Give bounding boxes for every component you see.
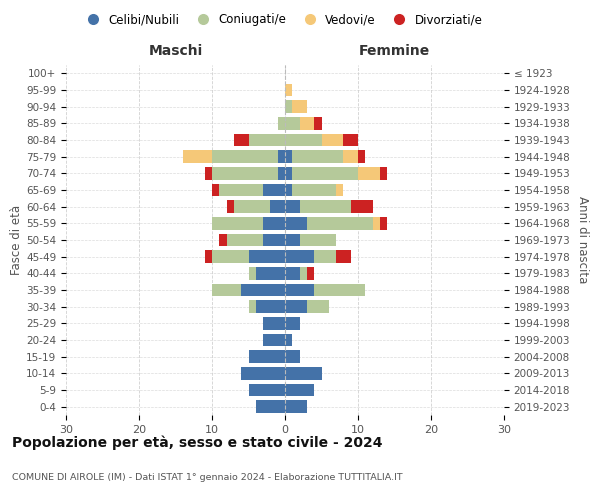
Bar [271, 200, 285, 213]
Bar [220, 234, 227, 246]
Bar [373, 217, 380, 230]
Bar [285, 267, 299, 280]
Bar [292, 150, 343, 163]
Bar [285, 250, 314, 263]
Bar [212, 167, 278, 179]
Bar [292, 167, 358, 179]
Bar [263, 334, 285, 346]
Bar [380, 217, 387, 230]
Bar [307, 267, 314, 280]
Bar [285, 117, 299, 130]
Bar [358, 167, 380, 179]
Bar [248, 250, 285, 263]
Bar [263, 184, 285, 196]
Bar [263, 234, 285, 246]
Bar [285, 150, 292, 163]
Bar [234, 134, 248, 146]
Bar [299, 117, 314, 130]
Bar [285, 134, 322, 146]
Bar [307, 300, 329, 313]
Bar [314, 284, 365, 296]
Bar [285, 184, 292, 196]
Bar [241, 367, 285, 380]
Bar [248, 350, 285, 363]
Bar [278, 150, 285, 163]
Bar [285, 300, 307, 313]
Bar [285, 400, 307, 413]
Bar [299, 267, 307, 280]
Bar [285, 167, 292, 179]
Bar [248, 267, 256, 280]
Bar [292, 100, 307, 113]
Bar [336, 184, 343, 196]
Bar [278, 167, 285, 179]
Bar [212, 284, 241, 296]
Bar [322, 134, 343, 146]
Bar [285, 317, 299, 330]
Bar [343, 134, 358, 146]
Y-axis label: Fasce di età: Fasce di età [10, 205, 23, 275]
Bar [248, 384, 285, 396]
Bar [285, 100, 292, 113]
Y-axis label: Anni di nascita: Anni di nascita [576, 196, 589, 284]
Text: Femmine: Femmine [359, 44, 430, 59]
Bar [212, 217, 263, 230]
Bar [285, 217, 307, 230]
Bar [263, 317, 285, 330]
Text: Maschi: Maschi [148, 44, 203, 59]
Bar [307, 217, 373, 230]
Bar [227, 200, 234, 213]
Bar [256, 400, 285, 413]
Bar [278, 117, 285, 130]
Bar [256, 300, 285, 313]
Bar [292, 184, 336, 196]
Bar [285, 284, 314, 296]
Bar [285, 334, 292, 346]
Bar [336, 250, 351, 263]
Bar [299, 200, 351, 213]
Bar [205, 250, 212, 263]
Bar [285, 84, 292, 96]
Bar [314, 250, 336, 263]
Bar [256, 267, 285, 280]
Bar [220, 184, 263, 196]
Legend: Celibi/Nubili, Coniugati/e, Vedovi/e, Divorziati/e: Celibi/Nubili, Coniugati/e, Vedovi/e, Di… [77, 8, 487, 31]
Bar [205, 167, 212, 179]
Bar [343, 150, 358, 163]
Bar [314, 117, 322, 130]
Bar [285, 234, 299, 246]
Text: Popolazione per età, sesso e stato civile - 2024: Popolazione per età, sesso e stato civil… [12, 436, 383, 450]
Bar [380, 167, 387, 179]
Bar [358, 150, 365, 163]
Bar [263, 217, 285, 230]
Bar [285, 367, 322, 380]
Text: COMUNE DI AIROLE (IM) - Dati ISTAT 1° gennaio 2024 - Elaborazione TUTTITALIA.IT: COMUNE DI AIROLE (IM) - Dati ISTAT 1° ge… [12, 473, 403, 482]
Bar [212, 250, 248, 263]
Bar [285, 350, 299, 363]
Bar [248, 134, 285, 146]
Bar [299, 234, 336, 246]
Bar [212, 150, 278, 163]
Bar [350, 200, 373, 213]
Bar [285, 384, 314, 396]
Bar [212, 184, 220, 196]
Bar [183, 150, 212, 163]
Bar [234, 200, 271, 213]
Bar [227, 234, 263, 246]
Bar [248, 300, 256, 313]
Bar [285, 200, 299, 213]
Bar [241, 284, 285, 296]
